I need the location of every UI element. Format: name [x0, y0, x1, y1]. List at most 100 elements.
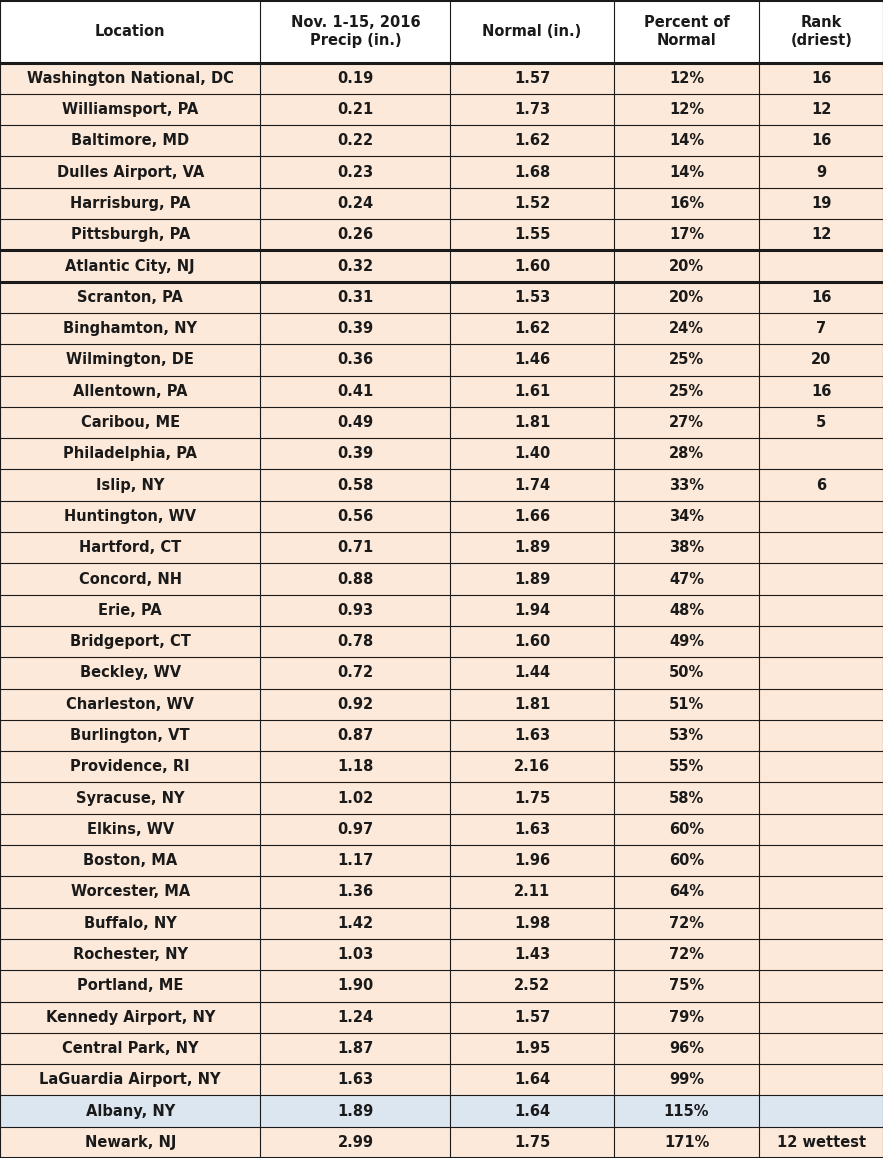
Bar: [0, 783, 260, 814]
Bar: [260, 219, 450, 250]
Bar: [759, 689, 883, 720]
Bar: [759, 877, 883, 908]
Bar: [614, 156, 759, 188]
Bar: [450, 877, 614, 908]
Text: 1.64: 1.64: [514, 1104, 550, 1119]
Bar: [614, 563, 759, 595]
Text: Portland, ME: Portland, ME: [77, 979, 184, 994]
Bar: [450, 375, 614, 406]
Text: Worcester, MA: Worcester, MA: [71, 885, 190, 900]
Text: Normal (in.): Normal (in.): [482, 24, 582, 39]
Bar: [614, 406, 759, 438]
Bar: [450, 563, 614, 595]
Bar: [614, 970, 759, 1002]
Bar: [0, 908, 260, 939]
Bar: [260, 845, 450, 877]
Text: 0.24: 0.24: [337, 196, 374, 211]
Text: 0.87: 0.87: [337, 728, 374, 743]
Text: Harrisburg, PA: Harrisburg, PA: [70, 196, 191, 211]
Text: 0.92: 0.92: [337, 697, 374, 712]
Text: Concord, NH: Concord, NH: [79, 572, 182, 586]
Text: 12%: 12%: [669, 71, 704, 86]
Text: 16: 16: [811, 71, 832, 86]
Text: 1.44: 1.44: [514, 666, 550, 681]
Text: 0.56: 0.56: [337, 508, 374, 523]
Text: 0.39: 0.39: [337, 321, 374, 336]
Text: 1.60: 1.60: [514, 635, 550, 650]
Text: 1.63: 1.63: [514, 822, 550, 837]
Text: 1.64: 1.64: [514, 1072, 550, 1087]
Bar: [0, 0, 260, 63]
Bar: [759, 281, 883, 313]
Text: 1.36: 1.36: [337, 885, 374, 900]
Bar: [759, 500, 883, 532]
Bar: [260, 1002, 450, 1033]
Bar: [0, 63, 260, 94]
Text: 1.24: 1.24: [337, 1010, 374, 1025]
Text: 1.42: 1.42: [337, 916, 374, 931]
Bar: [614, 908, 759, 939]
Bar: [260, 595, 450, 626]
Text: Binghamton, NY: Binghamton, NY: [64, 321, 197, 336]
Text: 1.75: 1.75: [514, 791, 550, 806]
Text: 1.43: 1.43: [514, 947, 550, 962]
Bar: [260, 438, 450, 469]
Text: Rochester, NY: Rochester, NY: [72, 947, 188, 962]
Bar: [260, 1064, 450, 1095]
Bar: [260, 1095, 450, 1127]
Bar: [260, 469, 450, 500]
Text: 25%: 25%: [669, 383, 704, 398]
Text: 72%: 72%: [669, 916, 704, 931]
Text: 58%: 58%: [669, 791, 704, 806]
Bar: [0, 532, 260, 563]
Text: 79%: 79%: [669, 1010, 704, 1025]
Bar: [759, 219, 883, 250]
Text: 1.90: 1.90: [337, 979, 374, 994]
Text: 1.73: 1.73: [514, 102, 550, 117]
Text: 1.60: 1.60: [514, 258, 550, 273]
Bar: [260, 344, 450, 375]
Bar: [450, 219, 614, 250]
Bar: [0, 970, 260, 1002]
Bar: [614, 814, 759, 845]
Bar: [614, 281, 759, 313]
Text: 1.74: 1.74: [514, 477, 550, 492]
Bar: [260, 156, 450, 188]
Text: 0.49: 0.49: [337, 415, 374, 430]
Text: 1.53: 1.53: [514, 290, 550, 305]
Bar: [0, 406, 260, 438]
Text: 0.36: 0.36: [337, 352, 374, 367]
Text: 0.26: 0.26: [337, 227, 374, 242]
Text: 12: 12: [811, 227, 832, 242]
Text: 0.31: 0.31: [337, 290, 374, 305]
Bar: [260, 94, 450, 125]
Text: Washington National, DC: Washington National, DC: [26, 71, 234, 86]
Text: 38%: 38%: [669, 540, 704, 555]
Bar: [0, 563, 260, 595]
Bar: [0, 1127, 260, 1158]
Text: 1.98: 1.98: [514, 916, 550, 931]
Bar: [614, 1002, 759, 1033]
Bar: [0, 219, 260, 250]
Text: 53%: 53%: [669, 728, 704, 743]
Text: 12%: 12%: [669, 102, 704, 117]
Bar: [450, 125, 614, 156]
Text: 12: 12: [811, 102, 832, 117]
Text: 64%: 64%: [669, 885, 704, 900]
Text: 14%: 14%: [669, 133, 704, 148]
Bar: [0, 658, 260, 689]
Text: 14%: 14%: [669, 164, 704, 179]
Text: Huntington, WV: Huntington, WV: [64, 508, 196, 523]
Bar: [260, 939, 450, 970]
Text: 24%: 24%: [669, 321, 704, 336]
Text: Baltimore, MD: Baltimore, MD: [72, 133, 189, 148]
Bar: [260, 406, 450, 438]
Bar: [0, 281, 260, 313]
Bar: [759, 313, 883, 344]
Bar: [450, 720, 614, 752]
Bar: [614, 877, 759, 908]
Text: 28%: 28%: [669, 446, 704, 461]
Bar: [759, 406, 883, 438]
Text: 115%: 115%: [664, 1104, 709, 1119]
Bar: [614, 689, 759, 720]
